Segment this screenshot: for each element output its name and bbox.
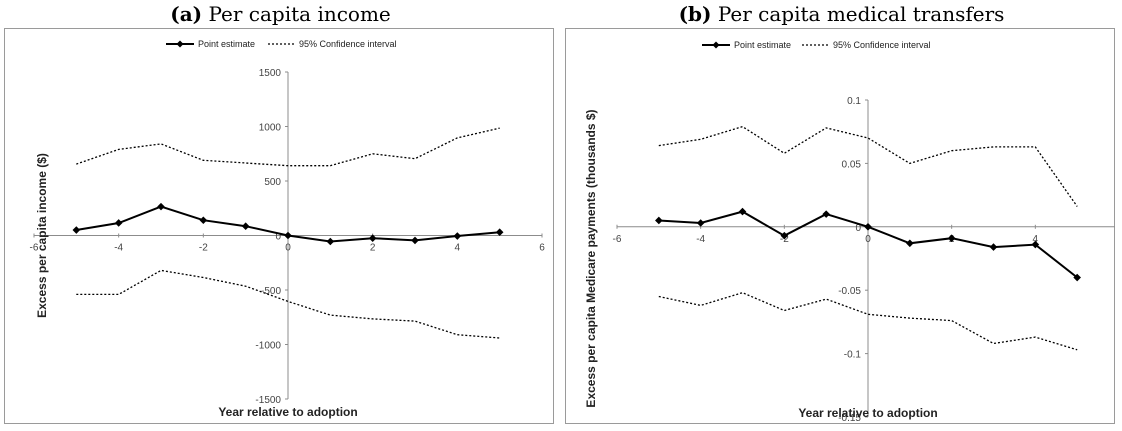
x-tick-label: -4 xyxy=(114,243,123,254)
data-point-marker xyxy=(72,226,81,234)
x-tick-label: -2 xyxy=(199,243,208,254)
data-point-marker xyxy=(947,234,956,243)
y-axis-title: Excess per capita income ($) xyxy=(35,153,49,318)
x-tick-label: 4 xyxy=(1033,234,1039,245)
panel-caption: (b) Per capita medical transfers xyxy=(561,2,1122,26)
data-point-marker xyxy=(780,231,789,240)
y-tick-label: -500 xyxy=(261,286,281,297)
panel-label: (b) xyxy=(678,2,712,26)
x-tick-label: -4 xyxy=(696,234,705,245)
ci-upper-line xyxy=(76,127,500,167)
x-tick-label: 6 xyxy=(539,243,545,254)
x-tick-label: -6 xyxy=(30,243,39,254)
data-point-marker xyxy=(906,239,914,248)
data-point-marker xyxy=(696,219,705,227)
y-tick-label: 1000 xyxy=(259,123,282,134)
panel-title: Per capita medical transfers xyxy=(717,2,1005,26)
x-tick-label: -6 xyxy=(613,234,622,245)
data-point-marker xyxy=(411,236,419,245)
data-point-marker xyxy=(1073,273,1081,282)
y-tick-label: -1000 xyxy=(255,341,281,352)
data-point-marker xyxy=(495,228,504,237)
data-point-marker xyxy=(326,237,335,246)
legend-label-confidence-interval: 95% Confidence interval xyxy=(299,39,397,49)
y-tick-label: -0.1 xyxy=(844,350,862,361)
income-chart: -6 -4 -2 0 2 4 6 -1500 -1000 -500 0 500 1000 1500 Poin… xyxy=(30,39,546,419)
data-point-marker xyxy=(241,222,250,231)
data-point-marker xyxy=(199,216,208,225)
data-point-marker xyxy=(655,216,663,225)
x-axis-title: Year relative to adoption xyxy=(798,406,937,420)
y-tick-label: -1500 xyxy=(255,395,281,406)
data-point-marker xyxy=(368,234,377,243)
ci-lower-line xyxy=(658,292,1078,351)
x-tick-label: 0 xyxy=(865,234,871,245)
legend-label-point-estimate: Point estimate xyxy=(734,40,791,50)
y-tick-label: 1500 xyxy=(259,68,282,79)
ci-upper-line xyxy=(658,125,1078,207)
y-axis-title: Excess per capita Medicare payments (tho… xyxy=(584,109,598,407)
y-tick-label: 0 xyxy=(855,223,861,234)
y-tick-label: 500 xyxy=(264,177,281,188)
panel-medical: (b) Per capita medical transfers -6 -4 -2 0… xyxy=(561,0,1122,431)
x-axis-title: Year relative to adoption xyxy=(218,405,357,419)
legend-marker-diamond xyxy=(176,40,184,48)
panel-caption: (a) Per capita income xyxy=(0,2,561,26)
data-point-marker xyxy=(114,219,123,227)
y-tick-label: 0.1 xyxy=(847,96,861,107)
y-tick-label: 0.05 xyxy=(842,159,862,170)
legend-label-point-estimate: Point estimate xyxy=(198,39,255,49)
data-point-marker xyxy=(989,243,998,251)
x-tick-label: 0 xyxy=(285,243,291,254)
data-point-marker xyxy=(822,210,830,218)
y-tick-label: -0.15 xyxy=(838,413,861,424)
y-tick-label: -0.05 xyxy=(838,286,861,297)
chart-frame xyxy=(565,28,1115,424)
chart-frame xyxy=(4,28,554,424)
x-tick-label: -2 xyxy=(780,234,789,245)
data-point-marker xyxy=(453,232,462,240)
y-tick-label: 0 xyxy=(275,232,281,243)
data-point-marker xyxy=(157,202,165,211)
legend-label-confidence-interval: 95% Confidence interval xyxy=(833,40,931,50)
data-point-marker xyxy=(864,223,872,231)
data-point-marker xyxy=(1031,240,1040,249)
panel-title: Per capita income xyxy=(208,2,391,26)
x-tick-label: 2 xyxy=(370,243,376,254)
panel-income: (a) Per capita income -6 -4 -2 0 2 4 6 -1500 -10… xyxy=(0,2,561,424)
panel-label: (a) xyxy=(170,2,203,26)
x-tick-label: 4 xyxy=(455,243,461,254)
data-point-marker xyxy=(284,231,292,240)
legend-marker-diamond xyxy=(712,41,720,49)
